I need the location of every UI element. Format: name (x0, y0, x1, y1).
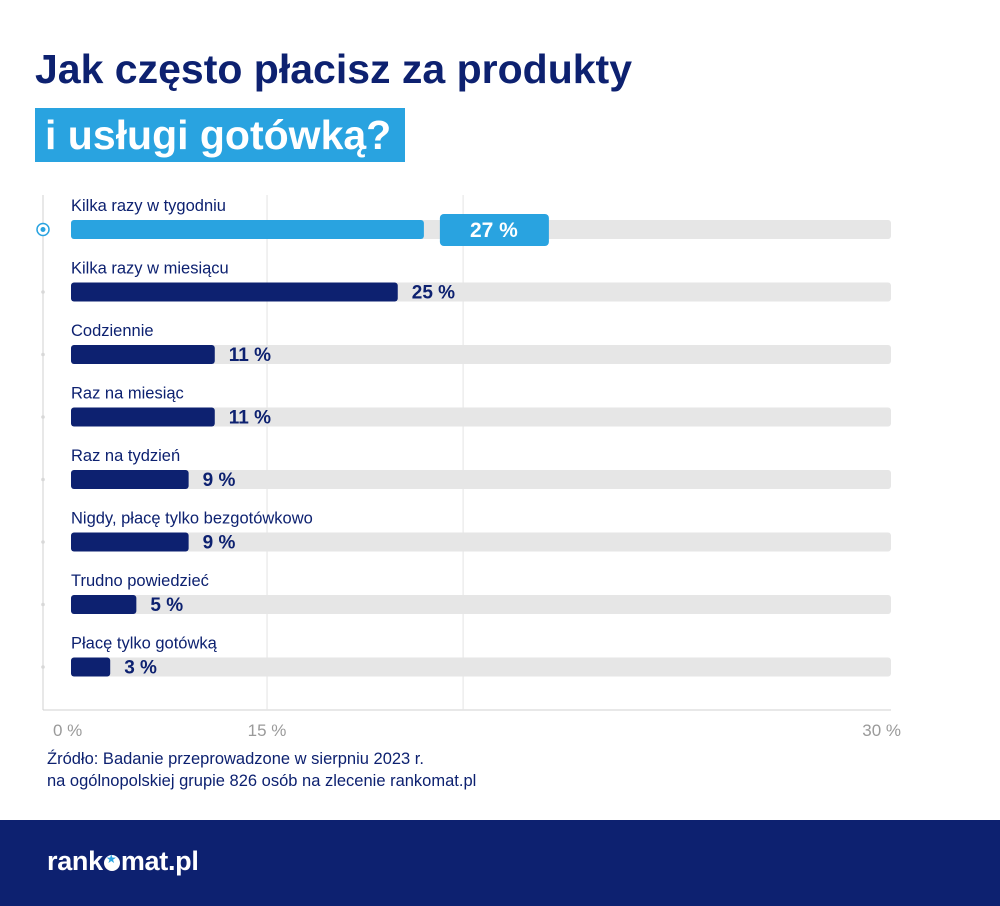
axis-marker (41, 415, 45, 419)
bar (71, 407, 215, 427)
axis-marker-dot (40, 227, 46, 232)
page-title-line-2: i usługi gotówką? (45, 111, 392, 158)
value-badge (439, 214, 549, 246)
source-note: Źródło: Badanie przeprowadzone w sierpni… (47, 748, 476, 792)
axis-marker (41, 290, 45, 294)
category-label: Trudno powiedzieć (71, 572, 209, 590)
page-title-highlight: i usługi gotówką? (35, 108, 406, 162)
source-line-2: na ogólnopolskiej grupie 826 osób na zle… (47, 772, 477, 790)
value-label: 5 % (150, 595, 183, 616)
bar-chart: 0 % 15 % 30 % Kilka razy w tygodniu 27 % Kilk… (36, 195, 901, 740)
value-label: 9 % (203, 533, 236, 554)
category-label: Nigdy, płacę tylko bezgotówkowo (71, 510, 313, 528)
axis-marker (41, 352, 45, 357)
x-tick-label: 15 % (248, 721, 287, 740)
category-label: Raz na tydzień (71, 447, 180, 465)
footer-bar: rank mat.pl (0, 820, 1000, 906)
value-label: 3 % (124, 658, 157, 679)
bar (71, 345, 215, 364)
bar-track (71, 470, 891, 489)
x-tick-label: 0 % (53, 721, 82, 740)
category-label: Płacę tylko gotówką (71, 635, 218, 653)
bar (71, 532, 189, 552)
logo-text-right: mat.pl (120, 846, 199, 876)
bar-track (71, 407, 891, 427)
value-label: 27 % (470, 219, 518, 242)
star-icon (103, 853, 120, 871)
category-label: Codziennie (71, 322, 154, 340)
value-label: 9 % (203, 470, 236, 491)
bar (71, 470, 189, 489)
axis-marker (41, 477, 45, 482)
source-line-1: Źródło: Badanie przeprowadzone w sierpni… (47, 750, 424, 768)
bar (71, 282, 398, 302)
axis-marker (41, 665, 45, 669)
bar-track (71, 345, 891, 364)
category-label: Kilka razy w tygodniu (71, 197, 226, 215)
rankomat-logo[interactable]: rank mat.pl (47, 848, 199, 875)
bar-track (71, 532, 891, 552)
category-label: Kilka razy w miesiącu (71, 260, 229, 278)
bar-track (71, 657, 891, 677)
logo-text-left: rank (47, 846, 103, 876)
category-label: Raz na miesiąc (71, 385, 184, 403)
value-label: 11 % (229, 345, 271, 366)
bar-track (71, 595, 891, 614)
axis-marker (41, 602, 45, 607)
value-label: 25 % (412, 283, 455, 304)
value-label: 11 % (229, 408, 271, 429)
bar (71, 657, 111, 677)
page-title-line-1: Jak często płacisz za produkty (35, 46, 633, 92)
axis-marker (41, 540, 45, 544)
x-tick-label: 30 % (862, 721, 901, 740)
bar (71, 220, 424, 239)
bar (71, 595, 137, 614)
